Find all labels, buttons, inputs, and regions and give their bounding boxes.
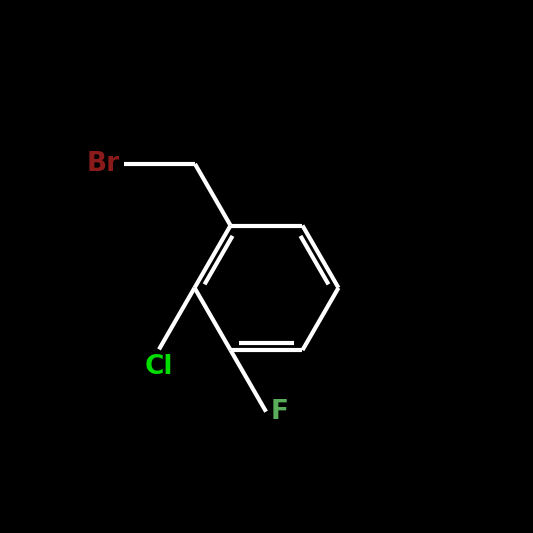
Text: Cl: Cl	[145, 353, 173, 379]
Text: F: F	[270, 399, 288, 425]
Text: Br: Br	[86, 151, 119, 177]
